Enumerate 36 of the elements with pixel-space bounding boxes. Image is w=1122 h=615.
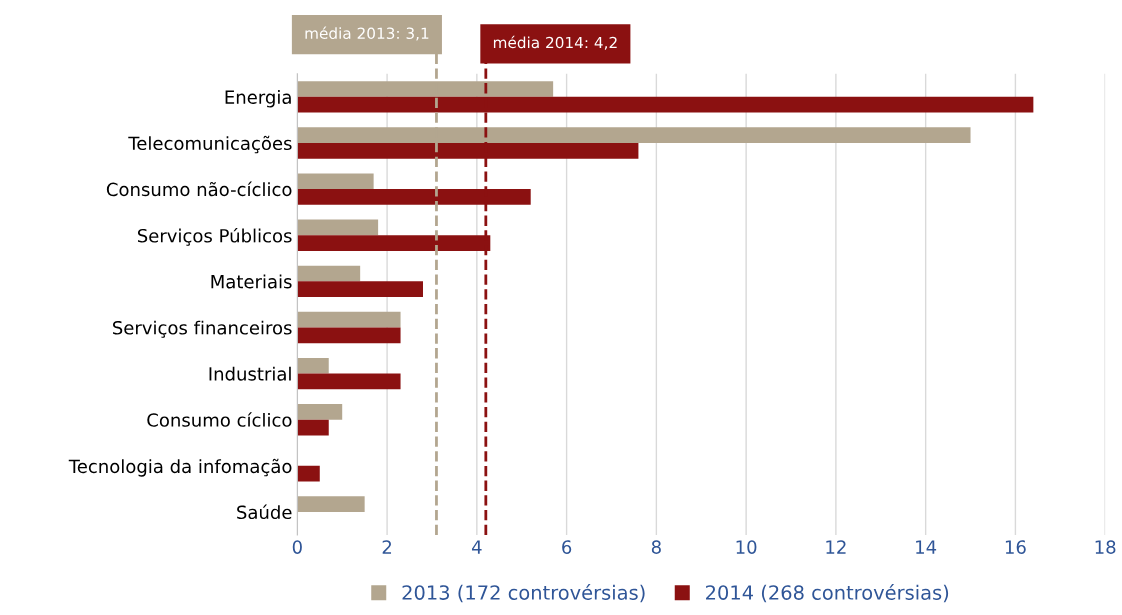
legend-label: 2013 (172 controvérsias)	[402, 584, 645, 603]
bar	[297, 281, 423, 298]
x-tick-label: 2	[382, 540, 392, 554]
x-tick-label: 4	[471, 540, 482, 554]
x-tick-label: 8	[651, 540, 661, 554]
bar	[297, 404, 343, 420]
bar	[297, 327, 401, 344]
y-tick-label: Telecomunicações	[128, 135, 292, 154]
bar	[297, 496, 365, 512]
x-tick-label: 16	[1005, 540, 1026, 554]
x-tick-label: 18	[1095, 540, 1116, 554]
ref-line-label: média 2014: 4,2	[493, 35, 617, 50]
x-tick-label: 10	[736, 540, 757, 554]
bar	[297, 173, 374, 190]
y-tick-label: Consumo cíclico	[147, 412, 292, 427]
x-tick-label: 6	[562, 540, 572, 554]
y-tick-label: Serviços Públicos	[137, 227, 292, 246]
ref-line-label: média 2013: 3,1	[305, 26, 429, 41]
x-tick-label: 12	[826, 540, 846, 554]
y-tick-label: Industrial	[209, 366, 291, 381]
bar	[297, 465, 320, 482]
x-tick-label: 14	[916, 540, 937, 554]
y-tick-label: Saúde	[237, 504, 292, 520]
bar	[297, 311, 401, 328]
bar	[297, 219, 379, 236]
x-tick-label: 0	[292, 540, 302, 554]
y-tick-label: Energia	[225, 90, 291, 108]
y-tick-label: Tecnologia da infomação	[68, 458, 292, 477]
bar	[297, 419, 329, 436]
y-tick-label: Serviços financeiros	[113, 320, 292, 338]
bar	[297, 357, 329, 374]
bar	[297, 373, 401, 390]
bar	[297, 265, 361, 282]
y-tick-label: Materiais	[211, 274, 292, 289]
legend-label: 2014 (268 controvérsias)	[706, 584, 949, 603]
y-tick-label: Consumo não-cíclico	[106, 181, 292, 197]
